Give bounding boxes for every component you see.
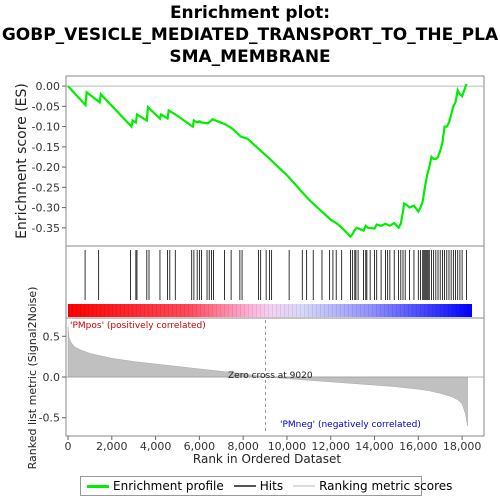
es-ytick-label: -0.10 <box>32 121 60 134</box>
legend-item-metric: Ranking metric scores <box>293 479 452 493</box>
title-line-3: SMA_MEMBRANE <box>169 47 331 67</box>
x-tick-label: 10,000 <box>268 440 307 453</box>
es-ytick-label: -0.15 <box>32 141 60 154</box>
legend-swatch-profile <box>87 484 109 488</box>
pos-correlated-label: 'PMpos' (positively correlated) <box>70 321 206 331</box>
metric-ylabel: Ranked list metric (Signal2Noise) <box>26 287 39 470</box>
es-ylabel: Enrichment score (ES) <box>14 83 30 239</box>
es-ytick-label: -0.30 <box>32 202 60 215</box>
metric-ytick-label: 0.0 <box>43 371 61 384</box>
x-tick-label: 18,000 <box>443 440 482 453</box>
neg-correlated-label: 'PMneg' (negatively correlated) <box>280 420 421 430</box>
es-ytick-label: 0.00 <box>36 80 61 93</box>
x-tick-label: 6,000 <box>184 440 216 453</box>
es-ytick-label: -0.25 <box>32 181 60 194</box>
x-tick-label: 4,000 <box>140 440 172 453</box>
metric-ytick-label: -0.5 <box>39 412 60 425</box>
legend-item-profile: Enrichment profile <box>87 479 224 493</box>
x-axis-label: Rank in Ordered Dataset <box>193 452 341 466</box>
legend-swatch-hits <box>233 485 256 487</box>
x-tick-label: 16,000 <box>399 440 438 453</box>
zero-cross-label: Zero cross at 9020 <box>228 371 313 381</box>
es-ytick-label: -0.20 <box>32 161 60 174</box>
x-tick-label: 12,000 <box>311 440 350 453</box>
enrichment-profile-line <box>67 83 468 239</box>
x-tick-label: 8,000 <box>227 440 259 453</box>
chart-title: Enrichment plot: GOBP_VESICLE_MEDIATED_T… <box>0 2 500 68</box>
title-line-1: Enrichment plot: <box>169 3 331 23</box>
es-panel <box>65 75 485 247</box>
legend-swatch-metric <box>293 485 316 487</box>
title-line-2: GOBP_VESICLE_MEDIATED_TRANSPORT_TO_THE_P… <box>1 25 499 45</box>
legend-label-metric: Ranking metric scores <box>319 479 453 493</box>
rank-color-bar-texture <box>68 304 472 317</box>
metric-ytick-label: 0.5 <box>43 330 61 343</box>
es-ytick-label: -0.35 <box>32 222 60 235</box>
legend-label-hits: Hits <box>259 479 284 493</box>
ranking-metric-area <box>67 326 468 426</box>
x-tick-label: 0 <box>65 440 72 453</box>
legend-label-profile: Enrichment profile <box>113 479 224 493</box>
x-tick-label: 2,000 <box>96 440 128 453</box>
es-ytick-label: -0.05 <box>32 100 60 113</box>
x-tick-label: 14,000 <box>355 440 394 453</box>
legend: Enrichment profile Hits Ranking metric s… <box>80 476 452 496</box>
legend-item-hits: Hits <box>233 479 284 493</box>
